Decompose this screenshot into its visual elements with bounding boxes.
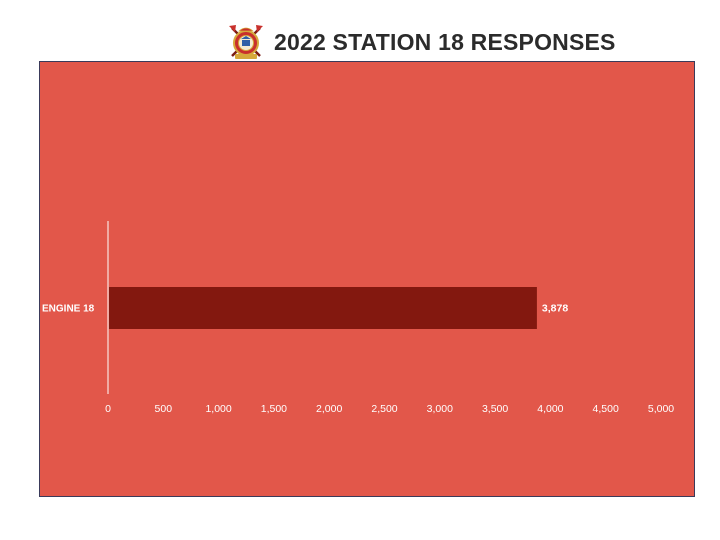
bar bbox=[109, 287, 537, 329]
x-tick-label: 1,000 bbox=[205, 403, 231, 415]
category-labels: ENGINE 18 bbox=[42, 304, 95, 315]
x-tick-label: 500 bbox=[155, 403, 173, 415]
x-tick-label: 2,500 bbox=[371, 403, 397, 415]
category-label: ENGINE 18 bbox=[42, 304, 95, 315]
data-labels: 3,878 bbox=[542, 303, 568, 315]
fire-department-emblem-icon bbox=[229, 25, 263, 59]
chart-header: 2022 STATION 18 RESPONSES bbox=[226, 20, 616, 64]
x-tick-label: 3,000 bbox=[427, 403, 453, 415]
chart-background bbox=[40, 62, 694, 496]
x-tick-label: 0 bbox=[105, 403, 111, 415]
x-tick-label: 5,000 bbox=[648, 403, 674, 415]
chart-area: ENGINE 18 3,878 0 500 1,000 1,500 2,000 2,500… bbox=[39, 61, 695, 497]
x-axis-tick-labels: 0 500 1,000 1,500 2,000 2,500 3,000 3,500 4,000 4… bbox=[105, 403, 674, 415]
x-tick-label: 4,000 bbox=[537, 403, 563, 415]
bar-chart: ENGINE 18 3,878 0 500 1,000 1,500 2,000 2,500… bbox=[40, 62, 694, 496]
data-label: 3,878 bbox=[542, 303, 568, 315]
page-title: 2022 STATION 18 RESPONSES bbox=[274, 28, 616, 55]
x-tick-label: 2,000 bbox=[316, 403, 342, 415]
x-tick-label: 4,500 bbox=[593, 403, 619, 415]
x-tick-label: 1,500 bbox=[261, 403, 287, 415]
bars bbox=[109, 287, 537, 329]
x-tick-label: 3,500 bbox=[482, 403, 508, 415]
